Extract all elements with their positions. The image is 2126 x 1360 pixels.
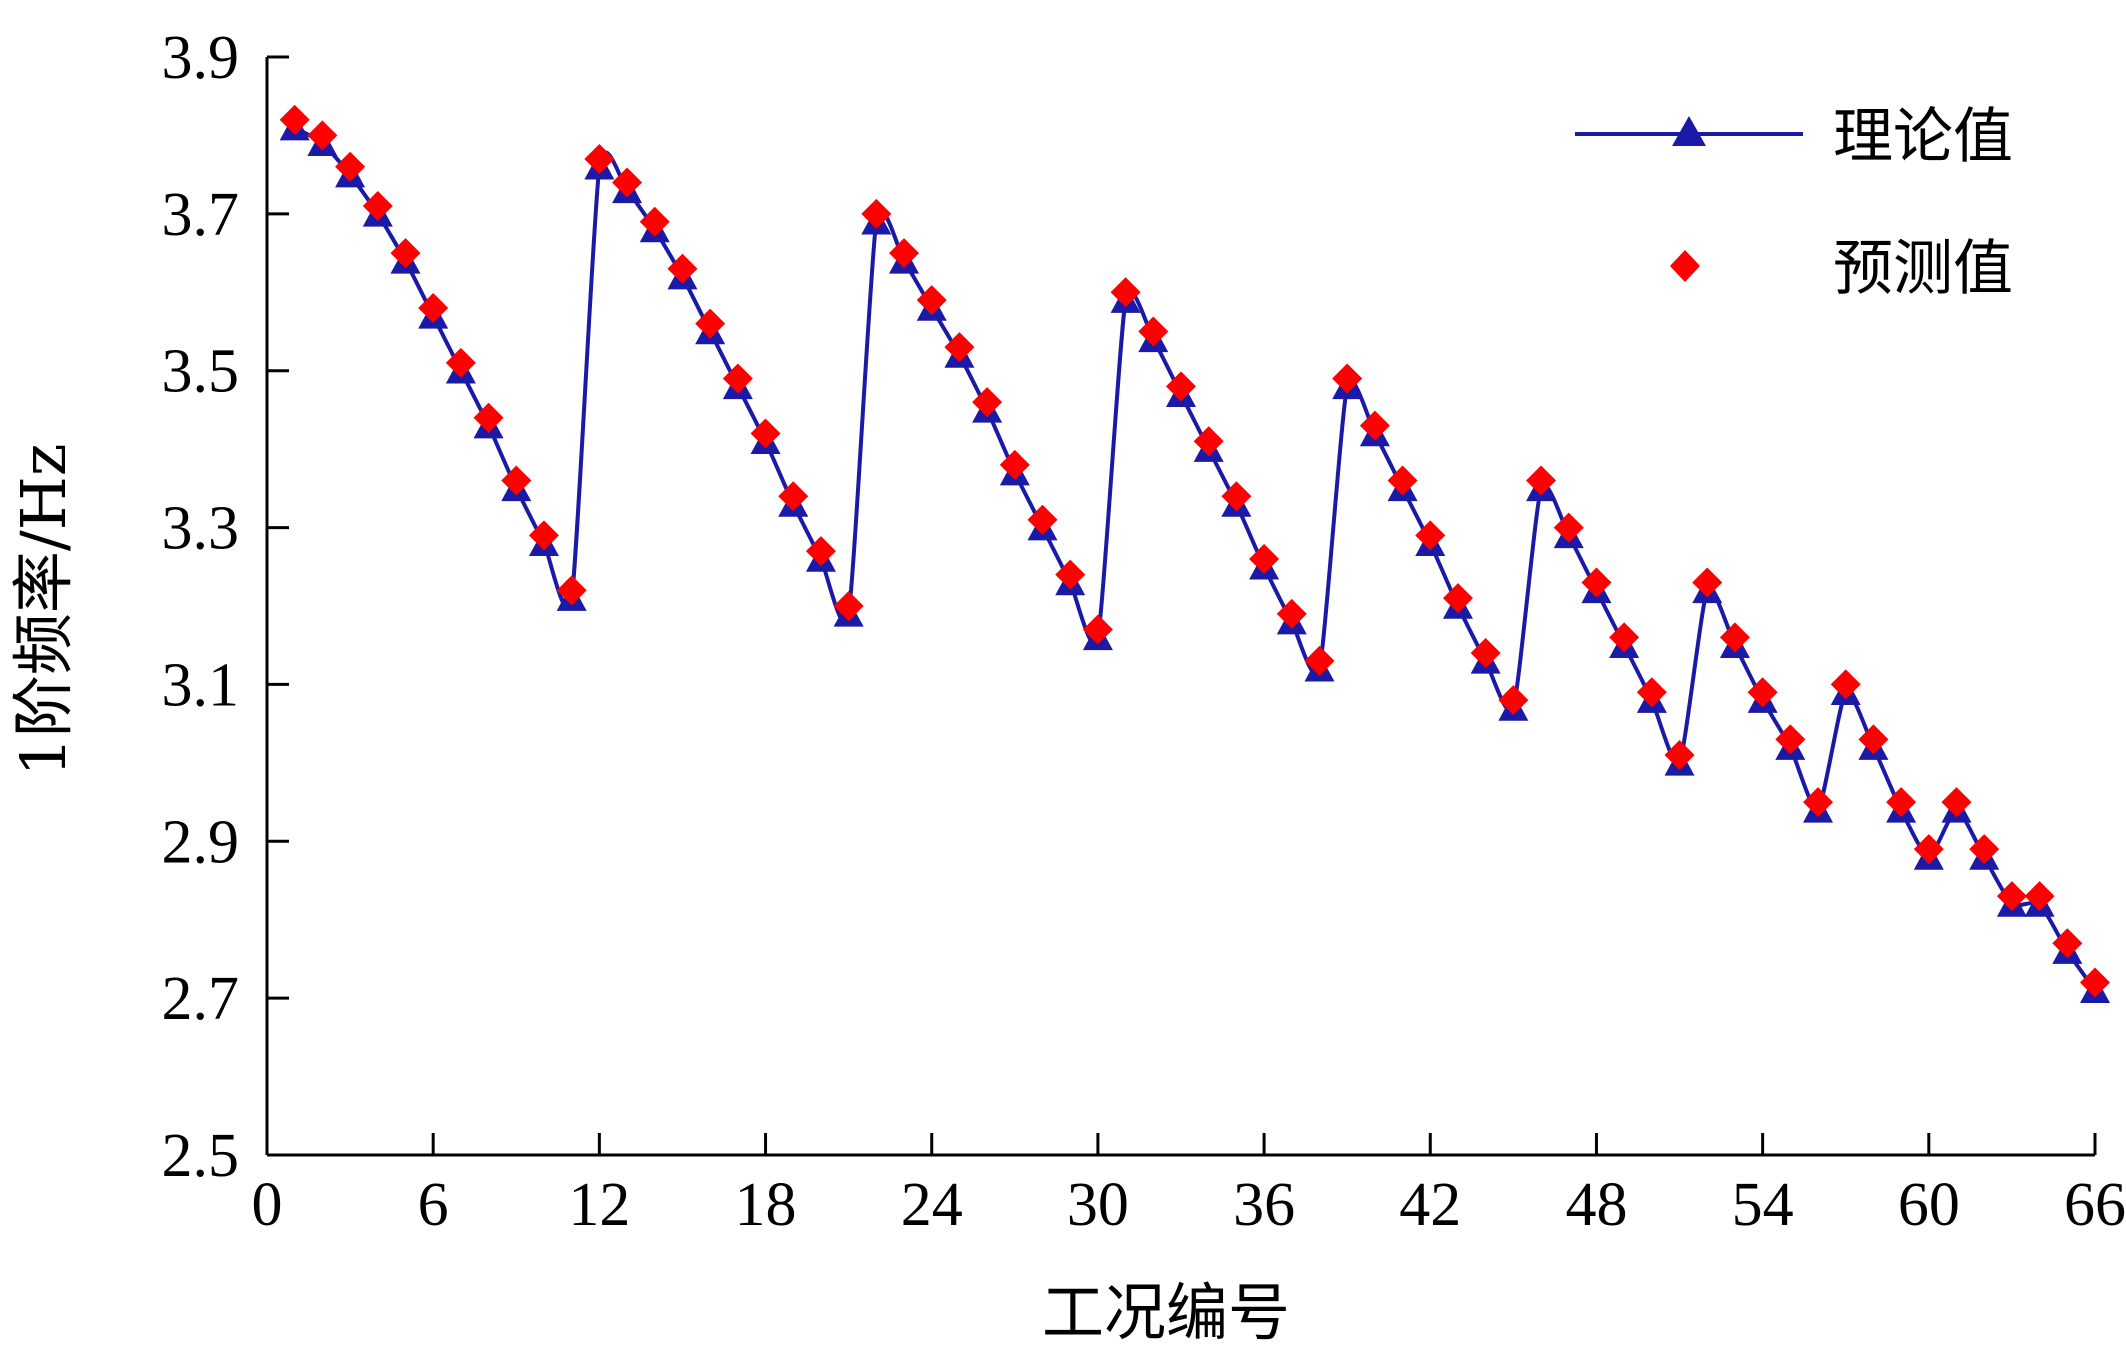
x-tick-label: 6 xyxy=(418,1171,449,1239)
data-point-predicted xyxy=(307,120,338,151)
data-point-predicted xyxy=(833,591,864,621)
data-point-predicted xyxy=(584,143,615,174)
data-point-predicted xyxy=(1082,614,1113,645)
y-tick-label: 3.1 xyxy=(162,651,240,719)
data-point-predicted xyxy=(1138,316,1169,347)
plot-area xyxy=(279,104,2110,1004)
x-tick-label: 12 xyxy=(568,1171,630,1239)
data-point-predicted xyxy=(1359,410,1390,441)
x-tick-label: 18 xyxy=(735,1171,797,1239)
data-point-predicted xyxy=(1886,787,1917,818)
data-point-predicted xyxy=(1526,465,1557,496)
y-tick-label: 3.9 xyxy=(162,24,240,92)
data-point-predicted xyxy=(1664,740,1695,771)
y-tick-label: 2.7 xyxy=(162,965,240,1033)
data-point-predicted xyxy=(1055,559,1086,590)
data-point-predicted xyxy=(473,402,504,433)
data-point-predicted xyxy=(2024,881,2055,912)
legend-label-theory: 理论值 xyxy=(1833,102,2013,172)
x-tick-label: 24 xyxy=(901,1171,963,1239)
data-point-predicted xyxy=(1387,465,1418,496)
data-point-predicted xyxy=(279,104,310,135)
x-tick-label: 60 xyxy=(1898,1171,1960,1239)
x-tick-label: 0 xyxy=(252,1171,283,1239)
data-point-predicted xyxy=(1442,583,1473,614)
x-tick-label: 54 xyxy=(1732,1171,1794,1239)
x-tick-label: 48 xyxy=(1565,1171,1627,1239)
y-tick-label: 2.5 xyxy=(162,1122,240,1190)
data-point-predicted xyxy=(1221,481,1252,512)
data-point-predicted xyxy=(1775,724,1806,755)
data-point-predicted xyxy=(418,292,449,323)
data-point-predicted xyxy=(778,481,809,512)
data-point-predicted xyxy=(1830,669,1861,700)
data-point-predicted xyxy=(1332,363,1363,394)
data-point-predicted xyxy=(861,198,892,229)
data-point-predicted xyxy=(999,449,1030,480)
data-point-predicted xyxy=(1249,543,1280,574)
data-point-predicted xyxy=(612,167,643,198)
data-point-predicted xyxy=(1110,277,1141,308)
data-point-predicted xyxy=(1747,677,1778,708)
data-point-predicted xyxy=(1470,638,1501,669)
x-tick-label: 36 xyxy=(1233,1171,1295,1239)
legend: 理论值 预测值 xyxy=(1575,102,2013,304)
data-point-predicted xyxy=(1498,685,1529,716)
data-point-predicted xyxy=(390,238,421,269)
data-point-predicted xyxy=(1803,787,1834,818)
y-tick-label: 3.7 xyxy=(162,181,240,249)
y-axis-title: 1阶频率/Hz xyxy=(7,443,80,776)
data-point-predicted xyxy=(1719,622,1750,653)
data-point-predicted xyxy=(1913,834,1944,865)
x-tick-label: 66 xyxy=(2064,1171,2126,1239)
data-point-predicted xyxy=(805,536,836,567)
data-point-predicted xyxy=(1941,787,1972,818)
y-tick-label: 2.9 xyxy=(162,808,240,876)
data-point-predicted xyxy=(1636,677,1667,708)
data-point-predicted xyxy=(1969,834,2000,865)
data-point-predicted xyxy=(916,285,947,316)
data-point-predicted xyxy=(2080,967,2110,998)
data-point-predicted xyxy=(556,575,587,606)
legend-diamond-predicted xyxy=(1670,250,1700,282)
data-point-predicted xyxy=(2052,928,2083,959)
data-point-predicted xyxy=(944,332,975,363)
x-tick-label: 42 xyxy=(1399,1171,1461,1239)
data-point-predicted xyxy=(889,238,920,269)
data-point-predicted xyxy=(750,418,781,449)
y-tick-label: 3.5 xyxy=(162,338,240,406)
data-point-predicted xyxy=(528,520,559,551)
data-point-predicted xyxy=(1692,567,1723,598)
data-point-predicted xyxy=(1996,881,2027,912)
data-point-predicted xyxy=(722,363,753,394)
data-point-predicted xyxy=(1276,598,1307,629)
x-tick-label: 30 xyxy=(1067,1171,1129,1239)
y-tick-label: 3.3 xyxy=(162,495,240,563)
data-point-predicted xyxy=(695,308,726,339)
data-point-predicted xyxy=(362,191,393,222)
data-point-predicted xyxy=(667,253,698,284)
data-point-predicted xyxy=(1304,645,1335,676)
data-point-predicted xyxy=(445,347,476,378)
data-point-predicted xyxy=(639,206,670,237)
data-point-predicted xyxy=(1609,622,1640,653)
data-point-predicted xyxy=(501,465,532,496)
legend-label-predicted: 预测值 xyxy=(1833,234,2013,304)
data-point-predicted xyxy=(1581,567,1612,598)
data-point-predicted xyxy=(1553,512,1584,543)
data-point-predicted xyxy=(335,151,366,182)
series-line-theory xyxy=(293,125,2097,992)
data-point-predicted xyxy=(1415,520,1446,551)
data-point-predicted xyxy=(1166,371,1196,402)
data-point-predicted xyxy=(1193,426,1224,457)
data-point-predicted xyxy=(972,387,1003,418)
axes: 2.5 2.7 2.9 3.1 3.3 3.5 3.7 3.9 0 6 12 18 24 30 36 42 48… xyxy=(162,24,2126,1239)
data-point-predicted xyxy=(1027,504,1058,535)
x-axis-title: 工况编号 xyxy=(1042,1276,1290,1349)
data-point-predicted xyxy=(1858,724,1889,755)
legend-triangle-theory xyxy=(1672,116,1706,146)
